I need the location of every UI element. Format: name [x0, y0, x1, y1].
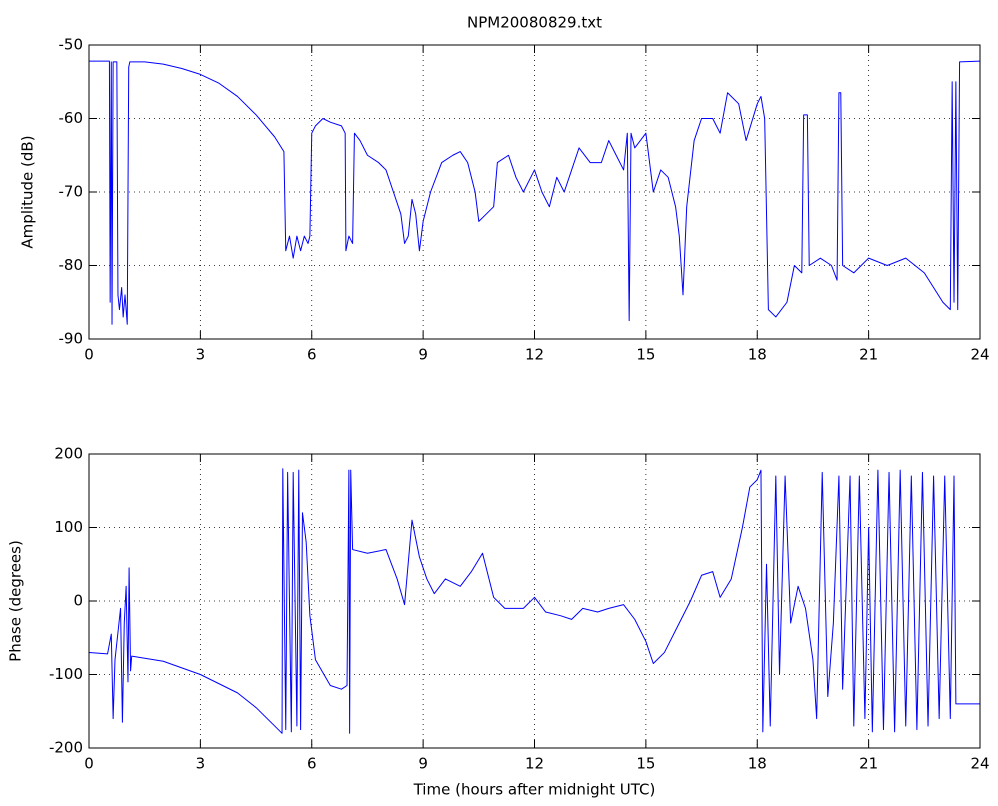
x-tick-label: 24 — [970, 346, 989, 364]
y-tick-label: 0 — [73, 592, 83, 610]
x-tick-label: 0 — [84, 755, 94, 773]
x-axis-label: Time (hours after midnight UTC) — [413, 781, 656, 799]
x-tick-label: 18 — [748, 346, 767, 364]
y-tick-label: -70 — [59, 183, 84, 201]
x-tick-label: 21 — [859, 346, 878, 364]
y-tick-label: -80 — [59, 256, 84, 274]
data-line — [88, 468, 980, 734]
y-axis-label: Amplitude (dB) — [19, 135, 37, 248]
x-tick-label: 12 — [525, 755, 544, 773]
y-tick-label: 100 — [54, 518, 83, 536]
x-tick-label: 3 — [196, 346, 206, 364]
x-tick-label: 12 — [525, 346, 544, 364]
y-axis-label: Phase (degrees) — [7, 540, 25, 662]
y-tick-label: -200 — [49, 739, 83, 757]
chart-title: NPM20080829.txt — [467, 14, 602, 32]
y-tick-label: 200 — [54, 445, 83, 463]
x-tick-label: 6 — [307, 346, 317, 364]
y-tick-label: -50 — [59, 36, 84, 54]
x-tick-label: 18 — [748, 755, 767, 773]
x-tick-label: 3 — [196, 755, 206, 773]
x-tick-label: 9 — [418, 346, 428, 364]
y-tick-label: -100 — [49, 665, 83, 683]
data-line — [89, 60, 981, 325]
axes-frame — [88, 453, 981, 749]
x-tick-label: 0 — [84, 346, 94, 364]
x-tick-label: 15 — [636, 346, 655, 364]
y-tick-label: -90 — [59, 330, 84, 348]
x-tick-label: 9 — [418, 755, 428, 773]
x-tick-label: 6 — [307, 755, 317, 773]
x-tick-label: 15 — [636, 755, 655, 773]
x-tick-label: 21 — [859, 755, 878, 773]
x-tick-label: 24 — [970, 755, 989, 773]
y-tick-label: -60 — [59, 109, 84, 127]
axes-frame — [88, 44, 981, 340]
